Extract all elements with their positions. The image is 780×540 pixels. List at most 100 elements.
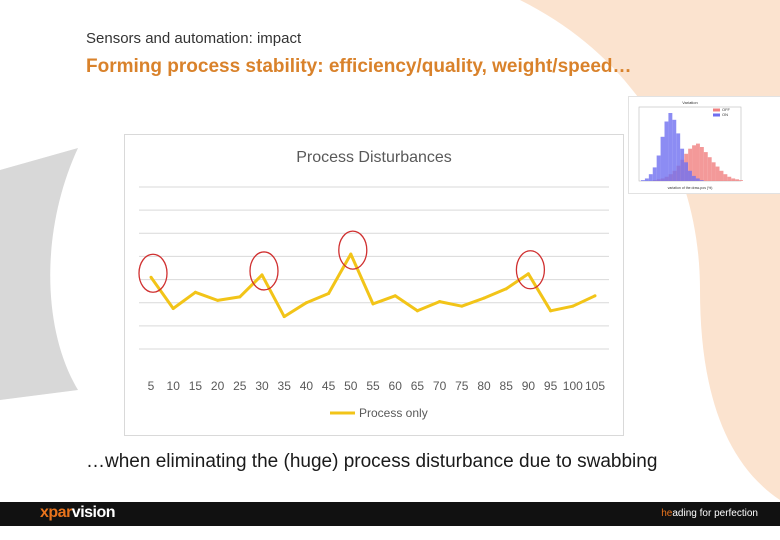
histogram-legend-swatch	[713, 113, 720, 117]
slide-caption: …when eliminating the (huge) process dis…	[86, 451, 658, 472]
histogram-bar-on	[648, 174, 653, 181]
histogram-bar-on	[644, 178, 649, 181]
x-tick-label: 85	[500, 379, 514, 393]
histogram-bar-on	[668, 113, 673, 181]
x-tick-label: 95	[544, 379, 558, 393]
data-point	[438, 300, 442, 304]
data-point	[371, 302, 375, 306]
data-point	[593, 294, 597, 298]
data-point	[282, 315, 286, 319]
histogram-bar-on	[660, 136, 665, 181]
x-tick-label: 55	[366, 379, 380, 393]
x-tick-label: 25	[233, 379, 247, 393]
histogram-legend-label: ON	[722, 112, 728, 117]
data-point	[327, 291, 331, 295]
histogram-bar-off	[719, 170, 724, 181]
legend-label: Process only	[359, 406, 428, 420]
histogram-bar-on	[688, 170, 692, 181]
histogram-legend-swatch	[713, 108, 720, 112]
histogram-bar-off	[688, 148, 693, 181]
histogram-bar-on	[664, 121, 669, 181]
histogram-bar-on	[672, 119, 677, 181]
x-tick-label: 65	[411, 379, 425, 393]
histogram-inset: Variation OFF ON variation of the draw-pos …	[628, 96, 780, 194]
data-point	[304, 301, 308, 305]
xparvision-logo: xparvision	[40, 504, 116, 522]
histogram-bar-off	[699, 147, 704, 181]
histogram-bar-on	[684, 162, 688, 181]
histogram-bar-off	[735, 179, 740, 181]
x-tick-label: 10	[167, 379, 181, 393]
tagline-suffix: ading for perfection	[672, 508, 758, 519]
histogram-bar-on	[676, 133, 681, 181]
histogram-bar-on	[641, 180, 645, 181]
highlight-circle	[249, 251, 279, 291]
data-point	[393, 294, 397, 298]
data-point	[482, 296, 486, 300]
logo-suffix: vision	[71, 504, 116, 521]
data-point	[149, 275, 153, 279]
histogram-bar-off	[692, 145, 696, 181]
histogram-bar-on	[680, 148, 685, 181]
histogram-bar-on	[699, 180, 704, 181]
x-tick-label: 60	[389, 379, 403, 393]
data-point	[193, 290, 197, 294]
x-tick-label: 5	[148, 379, 155, 393]
highlight-circle	[515, 250, 546, 290]
x-tick-label: 45	[322, 379, 336, 393]
histogram-bar-off	[696, 143, 700, 181]
x-tick-label: 80	[477, 379, 491, 393]
x-tick-label: 15	[189, 379, 203, 393]
histogram-bar-off	[707, 157, 712, 181]
data-point	[571, 304, 575, 308]
x-tick-label: 70	[433, 379, 447, 393]
histogram-bar-off	[703, 152, 708, 181]
decor-grey-shape	[0, 148, 78, 400]
x-tick-label: 90	[522, 379, 536, 393]
histogram-xlabel: variation of the draw-pos (%)	[668, 186, 713, 190]
histogram-bar-off	[731, 178, 736, 181]
highlight-circle	[138, 253, 168, 293]
data-point	[415, 309, 419, 313]
histogram-bar-off	[715, 166, 720, 181]
data-point	[216, 298, 220, 302]
data-point	[238, 295, 242, 299]
data-point	[504, 287, 508, 291]
data-point	[549, 309, 553, 313]
histogram-bar-on	[695, 178, 700, 181]
histogram-bar-off	[711, 162, 716, 181]
x-tick-label: 35	[278, 379, 292, 393]
data-point	[260, 273, 264, 277]
histogram-bar-on	[656, 155, 661, 181]
x-tick-label: 30	[255, 379, 269, 393]
x-tick-label: 105	[585, 379, 605, 393]
data-point	[171, 307, 175, 310]
x-tick-label: 100	[563, 379, 583, 393]
x-tick-label: 75	[455, 379, 469, 393]
histogram-title: Variation	[682, 100, 698, 105]
histogram-legend-label: OFF	[722, 107, 731, 112]
footer-tagline: heading for perfection	[661, 508, 758, 519]
histogram-bar-off	[723, 174, 728, 181]
highlight-circle	[338, 230, 368, 270]
histogram-bar-off	[727, 176, 732, 181]
histogram-bar-on	[691, 175, 696, 181]
slide-title: Forming process stability: efficiency/qu…	[86, 56, 632, 77]
tagline-prefix: he	[661, 508, 673, 519]
x-tick-label: 20	[211, 379, 225, 393]
slide-subtitle: Sensors and automation: impact	[86, 30, 302, 47]
chart-title: Process Disturbances	[296, 149, 452, 166]
disturbance-chart: Process Disturbances 5 10 15 20 25 30 35 40 45 50…	[124, 134, 624, 436]
line-chart-svg: 5 10 15 20 25 30 35 40 45 50 55 60 65 70 75 80 85 90 95 100…	[138, 186, 609, 420]
histogram-bar-on	[652, 167, 657, 181]
series-line-process-only	[149, 252, 596, 319]
data-point	[349, 252, 353, 256]
footer-bar: xparvision heading for perfection	[0, 502, 780, 526]
x-tick-label: 40	[300, 379, 314, 393]
logo-prefix: xpar	[40, 504, 72, 521]
histogram-bar-off	[739, 180, 743, 181]
data-point	[526, 272, 530, 276]
data-point	[460, 304, 464, 308]
x-tick-label: 50	[344, 379, 358, 393]
